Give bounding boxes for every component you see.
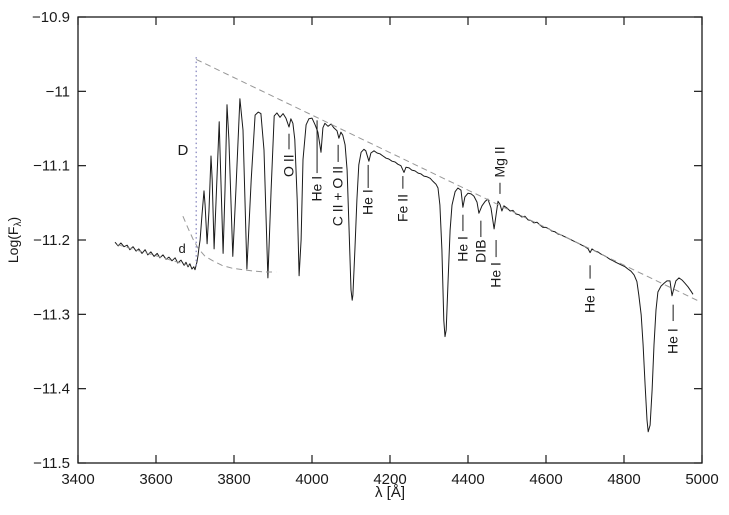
y-tick-label: −11 [46,83,70,100]
plot-border [77,16,703,464]
y-tick-label: −11.2 [33,232,70,249]
line-id-label-he-i-4713: He I [582,287,598,313]
line-id-label-he-i-4387: He I [454,236,470,262]
x-tick-label: 4400 [451,471,484,488]
x-tick-label: 4000 [295,471,328,488]
axes-layer: 3400 3600 3800 4000 4200 4400 4600 4800 5000 −10.… [32,9,719,488]
line-id-label-c-ii-o-ii-4067: C II + O II [330,166,346,226]
line-id-label-mg-ii-4482: Mg II [491,146,507,177]
line-id-label-he-i-4013: He I [309,176,325,202]
x-tick-label: 4200 [373,471,406,488]
observed-spectrum-curve [114,98,694,433]
lower-continuum-fit-curve [116,244,192,267]
y-axis-title: Log(Fλ) [5,217,24,263]
y-tick-label: −10.9 [32,9,70,26]
x-tick-label: 3600 [139,471,172,488]
x-tick-label: 3400 [61,471,94,488]
line-id-label-he-i-4926: He I [665,328,681,354]
x-tick-label: 4800 [607,471,640,488]
x-tick-label: 3800 [217,471,250,488]
x-tick-label: 5000 [685,471,718,488]
x-axis-title: λ [Å] [375,484,405,501]
balmer-jump-label-D: D [177,142,188,159]
y-tick-label: −11.4 [33,381,70,398]
line-id-label-dib-4433: DIB [472,239,488,262]
series-layer [114,57,701,433]
line-id-label-fe-ii-4233: Fe II [394,194,410,222]
line-id-label-he-i-4472: He I [488,262,504,288]
balmer-jump-label-d: d [179,241,186,256]
y-tick-label: −11.3 [33,306,70,323]
y-tick-label: −11.1 [33,158,70,175]
line-id-label-o-ii-3941: O II [280,154,296,177]
upper-continuum-fit-curve [195,58,701,303]
line-id-label-he-i-4144: He I [360,189,376,215]
balmer-core-envelope-curve [182,216,277,273]
x-tick-label: 4600 [529,471,562,488]
y-tick-label: −11.5 [33,455,70,472]
